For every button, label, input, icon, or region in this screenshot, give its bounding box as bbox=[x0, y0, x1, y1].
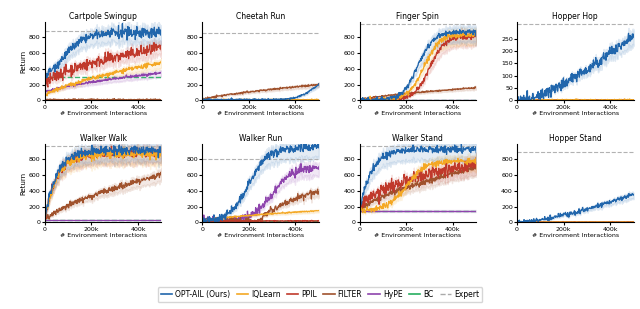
Title: Cartpole Swingup: Cartpole Swingup bbox=[69, 12, 137, 21]
Y-axis label: Return: Return bbox=[20, 49, 26, 73]
X-axis label: # Environment Interactions: # Environment Interactions bbox=[60, 111, 147, 116]
X-axis label: # Environment Interactions: # Environment Interactions bbox=[374, 111, 461, 116]
Y-axis label: Return: Return bbox=[20, 171, 26, 195]
X-axis label: # Environment Interactions: # Environment Interactions bbox=[60, 233, 147, 238]
X-axis label: # Environment Interactions: # Environment Interactions bbox=[217, 111, 304, 116]
Title: Cheetah Run: Cheetah Run bbox=[236, 12, 285, 21]
Title: Hopper Stand: Hopper Stand bbox=[549, 134, 602, 143]
Title: Finger Spin: Finger Spin bbox=[396, 12, 439, 21]
X-axis label: # Environment Interactions: # Environment Interactions bbox=[532, 233, 619, 238]
Title: Walker Stand: Walker Stand bbox=[392, 134, 444, 143]
Title: Walker Run: Walker Run bbox=[239, 134, 282, 143]
X-axis label: # Environment Interactions: # Environment Interactions bbox=[374, 233, 461, 238]
Title: Walker Walk: Walker Walk bbox=[79, 134, 127, 143]
Title: Hopper Hop: Hopper Hop bbox=[552, 12, 598, 21]
X-axis label: # Environment Interactions: # Environment Interactions bbox=[217, 233, 304, 238]
X-axis label: # Environment Interactions: # Environment Interactions bbox=[532, 111, 619, 116]
Legend: OPT-AIL (Ours), IQLearn, PPIL, FILTER, HyPE, BC, Expert: OPT-AIL (Ours), IQLearn, PPIL, FILTER, H… bbox=[157, 287, 483, 302]
